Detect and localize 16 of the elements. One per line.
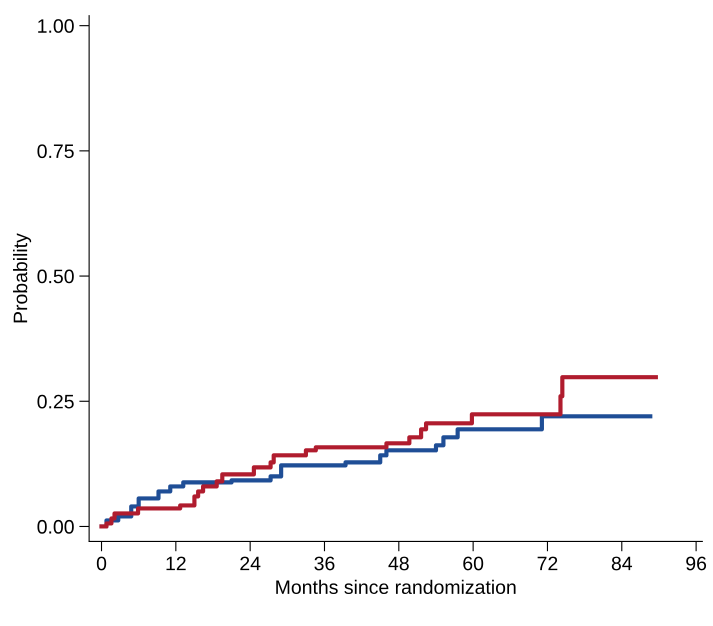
x-tick-label: 48	[388, 556, 409, 570]
x-tick-label: 0	[96, 556, 106, 570]
y-tick-label: 0.25	[37, 394, 74, 409]
x-tick-label: 96	[686, 556, 706, 570]
x-tick-label: 24	[240, 556, 260, 570]
x-tick-label: 36	[314, 556, 334, 570]
x-tick-label: 84	[612, 556, 632, 570]
x-tick-label: 72	[538, 556, 558, 570]
y-tick-label: 0.50	[37, 270, 74, 284]
x-tick-label: 12	[166, 556, 186, 570]
y-tick-label: 0.00	[37, 520, 74, 534]
y-axis-title: Probability	[13, 233, 32, 322]
x-axis-title: Months since randomization	[276, 580, 516, 594]
y-tick-label: 0.75	[37, 144, 74, 158]
x-tick-label: 60	[463, 556, 484, 570]
y-tick-label: 1.00	[38, 19, 74, 33]
